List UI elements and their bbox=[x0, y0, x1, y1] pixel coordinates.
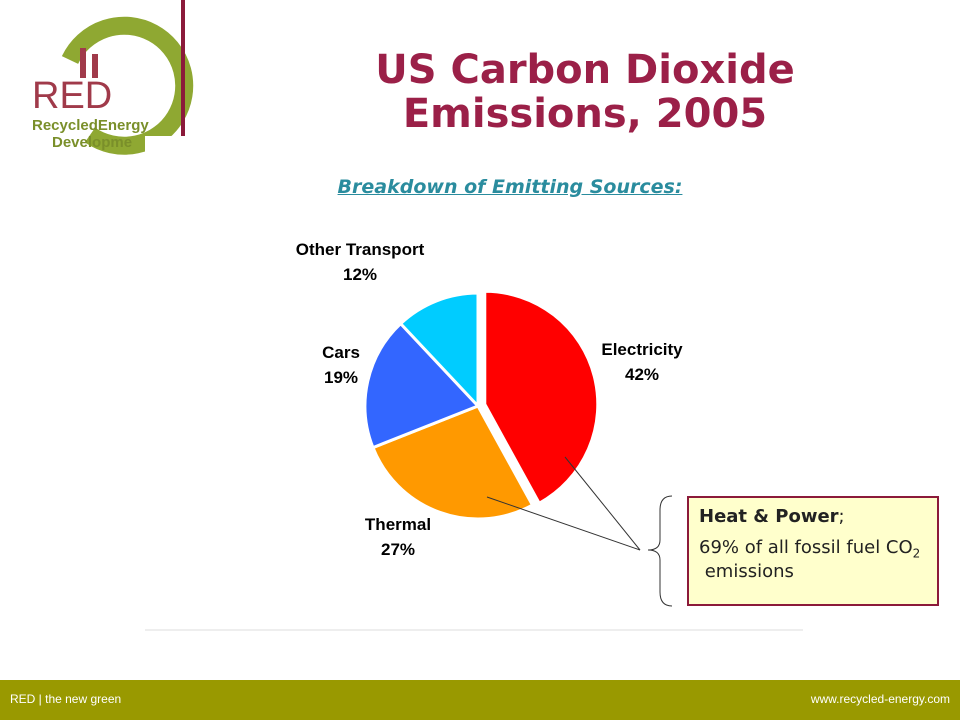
slice-value: 19% bbox=[324, 368, 358, 387]
pie-slice bbox=[370, 404, 535, 521]
footer-right: www.recycled-energy.com bbox=[810, 692, 950, 706]
slice-value: 27% bbox=[381, 540, 415, 559]
callout-heading: Heat & Power bbox=[699, 506, 839, 527]
footer: RED | the new green www.recycled-energy.… bbox=[0, 680, 960, 720]
title: US Carbon Dioxide Emissions, 2005 bbox=[375, 47, 795, 137]
footer-left: RED | the new green bbox=[10, 692, 122, 706]
pie: Electricity 42% Thermal 27% Cars 19% Other Tra… bbox=[296, 240, 683, 559]
logo-text: Developme bbox=[52, 134, 132, 151]
callout-punct: ; bbox=[838, 506, 845, 527]
divider bbox=[181, 0, 185, 136]
logo-mark: RED bbox=[32, 75, 112, 117]
callout-body: emissions bbox=[699, 560, 794, 582]
slice-value: 12% bbox=[343, 265, 377, 284]
callout-body: 69% of all fossil fuel CO bbox=[699, 537, 913, 558]
pie-slice bbox=[363, 321, 481, 450]
logo-chimney bbox=[80, 48, 86, 78]
logo-mask bbox=[145, 136, 185, 156]
callout-line bbox=[564, 456, 641, 551]
slice-label: Electricity bbox=[601, 340, 683, 359]
callout-sub: 2 bbox=[912, 546, 921, 561]
logo-text: RecycledEnergy bbox=[32, 117, 149, 134]
slice-value: 42% bbox=[625, 365, 659, 384]
slice-label: Thermal bbox=[365, 515, 431, 534]
chart: RED RecycledEnergy Developme Electricity… bbox=[32, 0, 803, 631]
slice-label: Cars bbox=[322, 343, 360, 362]
pie-slice bbox=[483, 289, 600, 506]
slice-label: Other Transport bbox=[296, 240, 425, 259]
logo-chimney bbox=[92, 54, 98, 78]
pie-slice bbox=[398, 291, 480, 410]
brace bbox=[647, 495, 673, 607]
callout-line bbox=[486, 496, 641, 551]
callout: Heat & Power; 69% of all fossil fuel CO2… bbox=[687, 496, 939, 606]
subtitle: Breakdown of Emitting Sources: bbox=[337, 176, 683, 198]
